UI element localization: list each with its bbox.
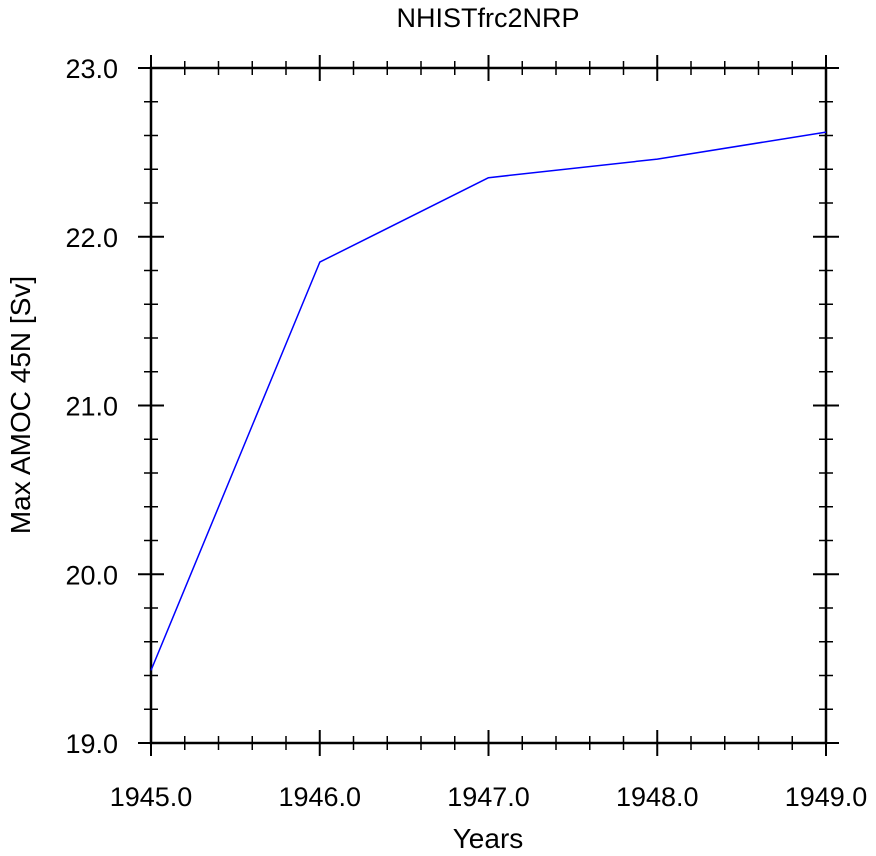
y-tick-label: 20.0	[65, 560, 118, 590]
x-tick-label: 1948.0	[616, 782, 699, 812]
y-axis-title: Max AMOC 45N [Sv]	[5, 276, 36, 534]
y-tick-label: 22.0	[65, 223, 118, 253]
major-ticks	[138, 55, 839, 756]
series-line-0	[150, 131, 827, 671]
plot-frame	[149, 66, 828, 745]
x-tick-label: 1945.0	[110, 782, 193, 812]
series-layer	[150, 131, 827, 671]
y-tick-label: 21.0	[65, 392, 118, 422]
x-tick-labels: 1945.0 1946.0 1947.0 1948.0 1949.0	[110, 782, 868, 812]
chart-title: NHISTfrc2NRP	[396, 3, 579, 33]
x-tick-label: 1947.0	[447, 782, 530, 812]
minor-ticks	[144, 61, 833, 750]
y-tick-label: 23.0	[65, 54, 118, 84]
x-axis-title: Years	[453, 823, 524, 854]
x-tick-label: 1949.0	[785, 782, 868, 812]
y-tick-labels: 19.0 20.0 21.0 22.0 23.0	[65, 54, 118, 759]
x-tick-label: 1946.0	[278, 782, 361, 812]
y-tick-label: 19.0	[65, 729, 118, 759]
